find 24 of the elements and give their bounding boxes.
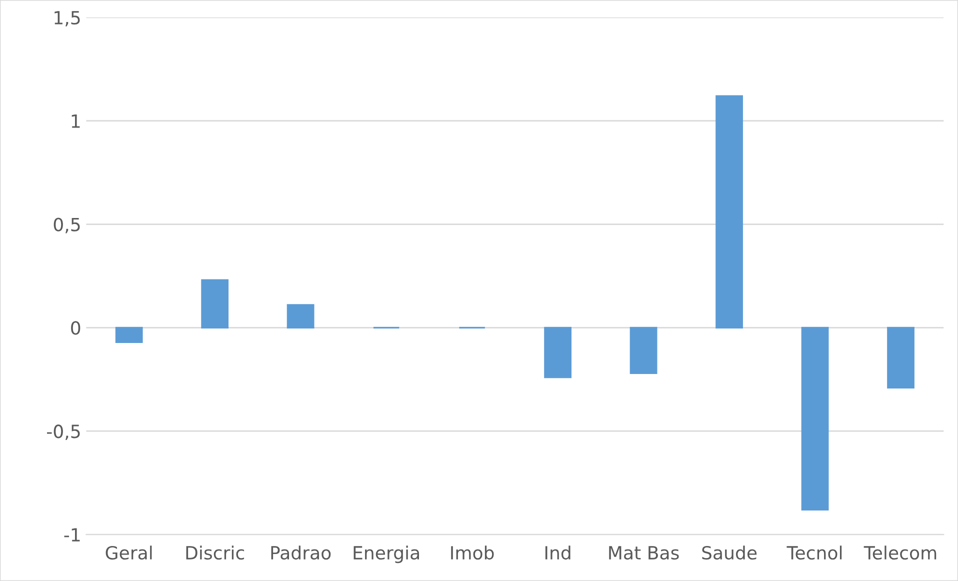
- bar: [115, 326, 143, 343]
- x-tick-label: Saude: [702, 546, 757, 560]
- bar: [801, 326, 829, 511]
- y-tick-label: 1: [72, 114, 80, 128]
- x-tick-label: Geral: [106, 546, 152, 560]
- x-tick-label: Energia: [354, 546, 419, 564]
- y-tick-label: -1: [64, 528, 80, 542]
- y-tick-label: -0,5: [47, 424, 80, 440]
- bar: [716, 95, 743, 329]
- x-tick-label: Ind: [545, 546, 570, 560]
- bar: [887, 326, 914, 388]
- bar: [630, 326, 658, 374]
- y-tick-label: 1,5: [54, 11, 80, 26]
- bar: [544, 326, 572, 378]
- x-tick-label: Tecnol: [786, 546, 842, 560]
- bar: [201, 279, 229, 329]
- x-tick-label: Telecom: [864, 546, 936, 560]
- x-tick-label: Discric: [186, 546, 244, 560]
- x-tick-label: Padrao: [271, 546, 331, 560]
- bar: [286, 304, 314, 329]
- y-tick-label: 0,5: [54, 218, 80, 234]
- y-tick-label: 0: [71, 321, 80, 335]
- x-tick-label: Mat Bas: [609, 546, 679, 560]
- x-tick-label: Imob: [451, 546, 494, 560]
